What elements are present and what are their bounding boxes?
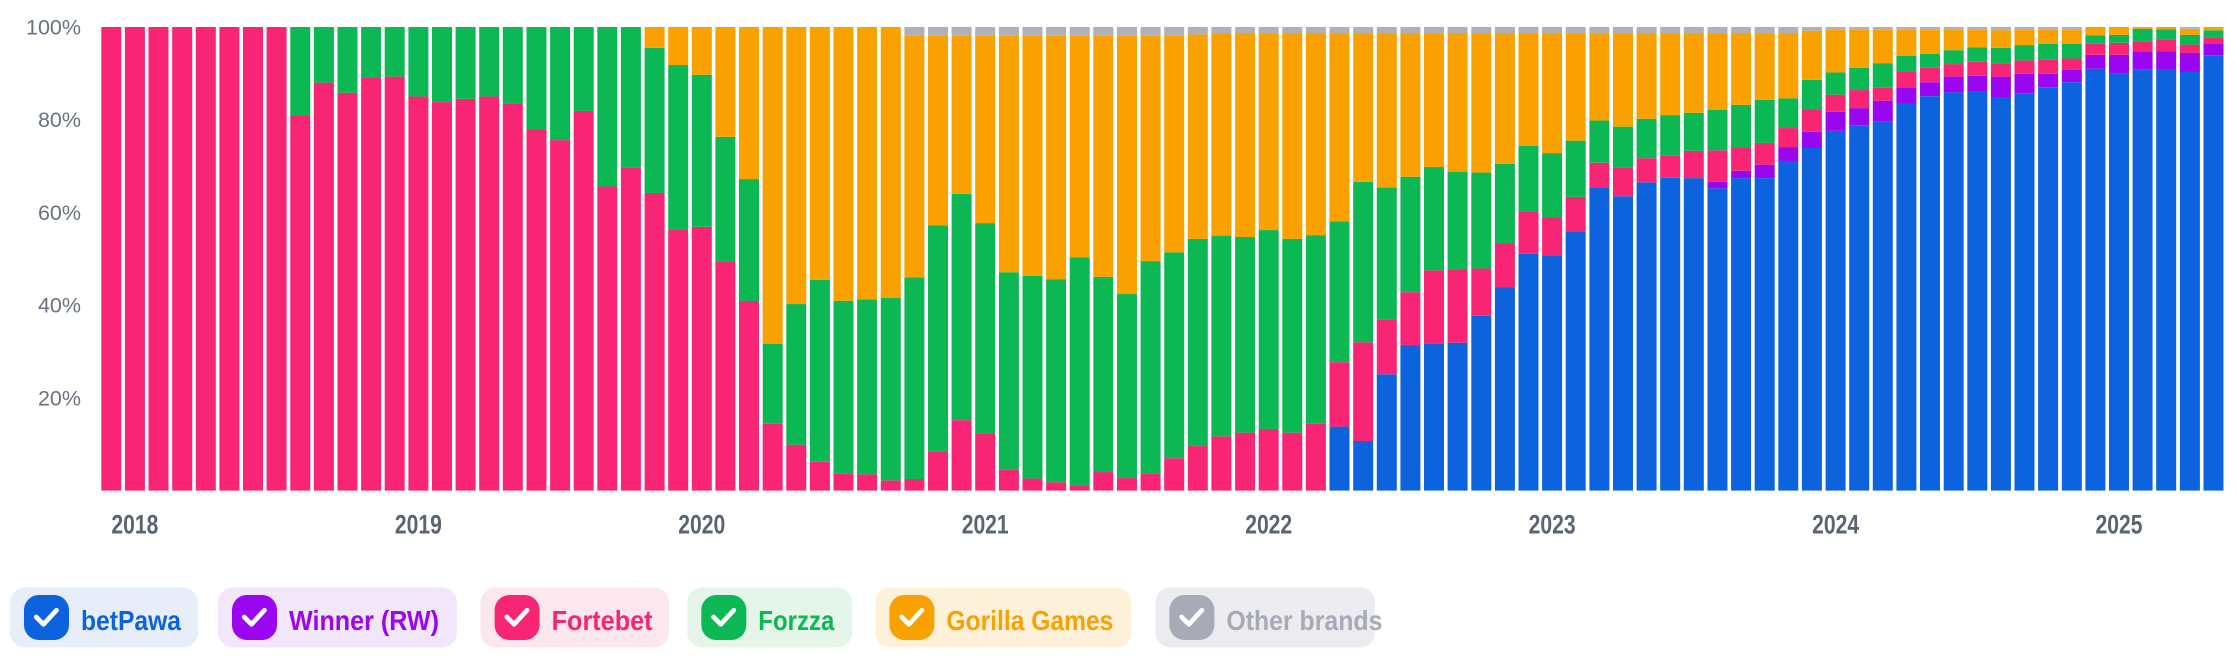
svg-text:60%: 60% [38, 201, 81, 225]
svg-text:Winner (RW): Winner (RW) [289, 605, 439, 636]
svg-text:2019: 2019 [395, 510, 442, 540]
svg-text:2023: 2023 [1529, 510, 1576, 540]
svg-text:100%: 100% [26, 16, 81, 40]
svg-text:2020: 2020 [678, 510, 725, 540]
svg-text:Forzza: Forzza [758, 605, 834, 636]
svg-text:2022: 2022 [1245, 510, 1292, 540]
svg-text:2018: 2018 [111, 510, 158, 540]
svg-text:2024: 2024 [1812, 510, 1859, 540]
svg-text:betPawa: betPawa [81, 605, 181, 636]
svg-text:20%: 20% [38, 386, 81, 410]
svg-text:2025: 2025 [2096, 510, 2143, 540]
svg-text:2021: 2021 [962, 510, 1009, 540]
svg-text:80%: 80% [38, 108, 81, 132]
svg-text:Gorilla Games: Gorilla Games [946, 605, 1113, 636]
svg-text:Fortebet: Fortebet [552, 605, 653, 636]
svg-text:Other brands: Other brands [1226, 605, 1382, 636]
svg-text:40%: 40% [38, 294, 81, 318]
